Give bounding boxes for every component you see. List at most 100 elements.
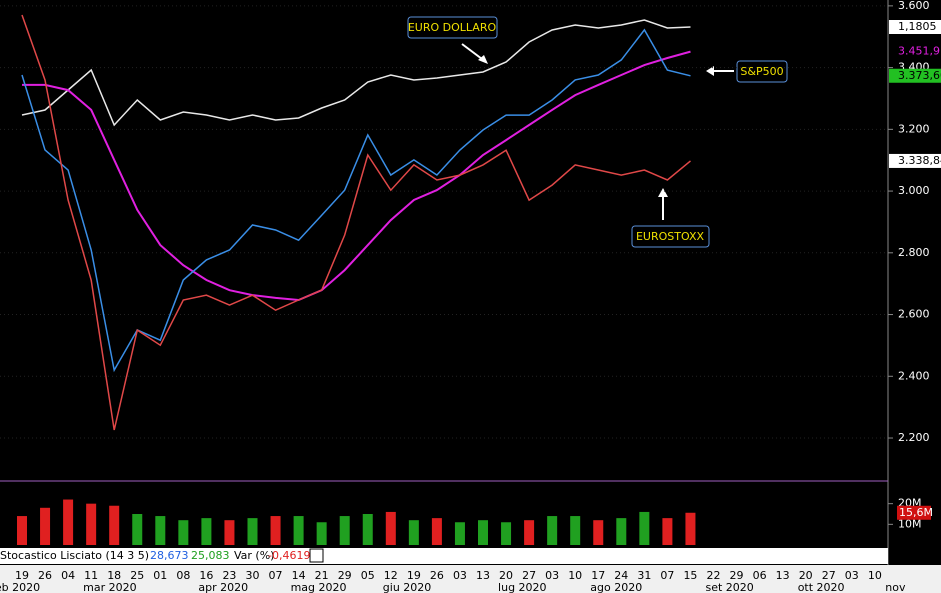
volume-bar: [86, 503, 97, 545]
volume-bar: [685, 512, 696, 545]
volume-bar: [40, 507, 51, 545]
volume-bar: [339, 516, 350, 545]
last-value-label: 1,1805: [898, 20, 937, 33]
volume-bar: [362, 514, 373, 545]
x-tick-label: 31: [637, 569, 651, 582]
volume-bar: [616, 518, 627, 545]
series-line: [21, 19, 691, 127]
volume-bar: [178, 520, 189, 545]
series-line: [21, 28, 691, 373]
month-label: ott 2020: [798, 581, 845, 593]
indicator-text: 25,083: [191, 549, 230, 562]
last-value-label: 3.338,84: [898, 154, 941, 167]
annotations: [407, 16, 788, 248]
x-tick-label: 30: [246, 569, 260, 582]
month-label: ago 2020: [590, 581, 642, 593]
x-tick-label: 16: [199, 569, 213, 582]
x-tick-label: 29: [338, 569, 352, 582]
annotation-label: EUROSTOXX: [636, 230, 704, 243]
volume-bar: [109, 505, 120, 545]
month-label: set 2020: [706, 581, 754, 593]
month-label: mar 2020: [83, 581, 136, 593]
x-tick-label: 26: [38, 569, 52, 582]
annotation-label: EURO DOLLARO: [408, 21, 497, 34]
x-tick-label: 04: [61, 569, 75, 582]
month-label: giu 2020: [383, 581, 432, 593]
last-value-label: 3.451,91: [898, 45, 941, 58]
x-tick-label: 27: [822, 569, 836, 582]
x-tick-label: 19: [407, 569, 421, 582]
x-tick-label: 15: [683, 569, 697, 582]
volume-bar: [524, 520, 535, 545]
volume-bar: [63, 499, 74, 545]
y-tick-label: 3.200: [898, 122, 930, 135]
x-tick-label: 10: [568, 569, 582, 582]
window-icon[interactable]: [309, 548, 324, 563]
volume-bar: [431, 518, 442, 545]
x-tick-label: 23: [222, 569, 236, 582]
x-tick-label: 14: [292, 569, 306, 582]
last-value-box: [889, 20, 941, 34]
x-tick-label: 06: [753, 569, 767, 582]
volume-bar: [662, 518, 673, 545]
x-tick-label: 05: [361, 569, 375, 582]
x-tick-label: 07: [269, 569, 283, 582]
indicator-bar: [0, 548, 888, 564]
month-label: lug 2020: [498, 581, 547, 593]
month-label: apr 2020: [198, 581, 248, 593]
x-tick-label: 21: [315, 569, 329, 582]
x-tick-label: 26: [430, 569, 444, 582]
volume-bar: [247, 518, 258, 545]
x-tick-label: 12: [384, 569, 398, 582]
x-tick-label: 19: [15, 569, 29, 582]
volume-bar: [385, 511, 396, 545]
y-tick-label: 2.200: [898, 431, 930, 444]
volume-bar: [408, 520, 419, 545]
volume-bar: [17, 516, 27, 545]
volume-bar: [201, 518, 212, 545]
x-tick-label: 03: [845, 569, 859, 582]
x-tick-label: 13: [476, 569, 490, 582]
x-tick-label: 17: [591, 569, 605, 582]
month-label: nov: [885, 581, 906, 593]
indicator-text: 28,673: [150, 549, 189, 562]
last-value-box: [889, 68, 941, 83]
x-tick-label: 07: [660, 569, 674, 582]
x-tick-label: 03: [453, 569, 467, 582]
x-tick-label: 13: [776, 569, 790, 582]
volume-bar: [639, 511, 650, 545]
volume-bar: [454, 522, 465, 545]
indicator-text: -0,4619: [268, 549, 310, 562]
month-label: feb 2020: [0, 581, 40, 593]
arrow-head: [658, 188, 668, 197]
series-line: [22, 50, 691, 302]
y-tick-label: 2.400: [898, 369, 930, 382]
volume-bar: [593, 520, 604, 545]
volume-bar: [478, 520, 488, 545]
x-tick-label: 11: [84, 569, 98, 582]
x-tick-label: 20: [499, 569, 513, 582]
x-tick-label: 08: [176, 569, 190, 582]
volume-bar: [316, 522, 327, 545]
x-tick-label: 03: [545, 569, 559, 582]
y-tick-label: 10M: [898, 517, 922, 530]
last-value-box: [889, 153, 941, 168]
y-tick-label: 2.600: [898, 308, 930, 321]
x-tick-label: 01: [153, 569, 167, 582]
volume-bar: [570, 516, 581, 545]
volume-bar: [224, 520, 235, 545]
series-line: [21, 14, 691, 431]
x-tick-label: 24: [614, 569, 628, 582]
annotation-box: [736, 60, 788, 83]
x-tick-label: 25: [130, 569, 144, 582]
arrow-head: [706, 66, 714, 76]
volume-bar: [501, 522, 512, 545]
annotation-box: [631, 225, 710, 248]
y-tick-label: 3.600: [898, 0, 930, 12]
arrow-head: [478, 55, 488, 64]
y-tick-label: 3.000: [898, 184, 930, 197]
volume-bar: [547, 516, 558, 545]
x-tick-label: 18: [107, 569, 121, 582]
volume-bar: [293, 516, 304, 545]
